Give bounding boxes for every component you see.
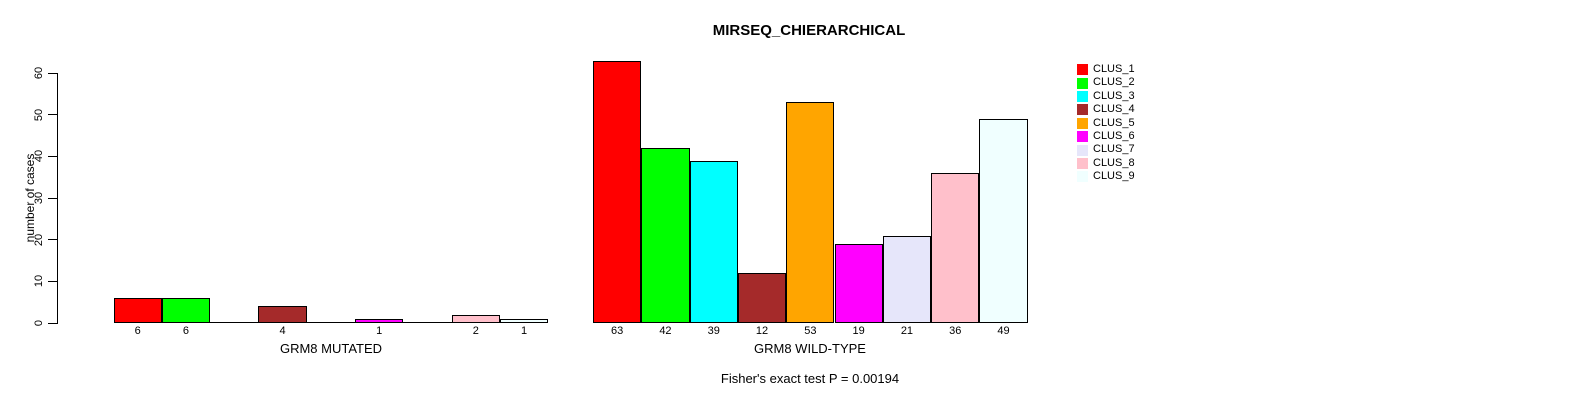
legend-swatch-clus_9 (1077, 171, 1088, 183)
legend-label: CLUS_4 (1093, 103, 1135, 116)
y-axis-tick-label: 40 (33, 150, 45, 163)
legend-item: CLUS_3 (1077, 90, 1135, 103)
bar-value-label: 21 (900, 324, 914, 337)
legend: CLUS_1 CLUS_2 CLUS_3 CLUS_4 CLUS_5 CLUS_6 CLUS… (1077, 63, 1135, 184)
bar-clus_2 (641, 148, 690, 323)
bar-clus_5 (786, 102, 835, 323)
bar-clus_6 (834, 243, 883, 323)
legend-item: CLUS_8 (1077, 157, 1135, 170)
legend-swatch-clus_1 (1077, 64, 1088, 76)
bar-zero-height-clus_5 (306, 322, 355, 323)
group-label-grm8-mutated: GRM8 MUTATED (279, 341, 383, 356)
bar-value-label: 42 (659, 324, 672, 337)
bar-clus_4 (258, 306, 307, 323)
legend-item: CLUS_2 (1077, 76, 1135, 89)
y-axis-tick (48, 197, 57, 199)
bar-value-label: 53 (804, 324, 817, 337)
bar-value-label: 12 (755, 324, 769, 337)
fisher-test-annotation: Fisher's exact test P = 0.00194 (720, 371, 900, 386)
legend-item: CLUS_4 (1077, 103, 1135, 116)
legend-label: CLUS_5 (1093, 116, 1135, 129)
y-axis-tick (48, 239, 57, 241)
legend-label: CLUS_7 (1093, 143, 1135, 156)
bar-value-label: 19 (852, 324, 865, 337)
y-axis-tick (48, 114, 57, 116)
legend-label: CLUS_9 (1093, 170, 1135, 183)
bar-zero-height-clus_3 (210, 322, 259, 323)
y-axis-line (57, 73, 58, 324)
bar-clus_9 (499, 318, 549, 323)
legend-swatch-clus_4 (1077, 104, 1088, 116)
bar-clus_6 (355, 318, 404, 323)
chart-title: MIRSEQ_CHIERARCHICAL (712, 22, 906, 39)
y-axis-tick (48, 322, 57, 324)
bar-clus_7 (882, 235, 932, 323)
legend-label: CLUS_2 (1093, 76, 1135, 89)
bar-clus_8 (451, 314, 500, 323)
legend-item: CLUS_6 (1077, 130, 1135, 143)
bar-value-label: 4 (279, 324, 286, 337)
y-axis-tick-label: 20 (33, 233, 45, 246)
bar-value-label: 6 (182, 324, 189, 337)
bar-clus_8 (931, 173, 980, 323)
legend-swatch-clus_7 (1077, 144, 1088, 156)
bar-clus_1 (113, 298, 162, 323)
bar-clus_9 (979, 118, 1028, 323)
y-axis-tick (48, 155, 57, 157)
group-label-grm8-wild-type: GRM8 WILD-TYPE (754, 341, 866, 356)
bar-value-label: 2 (472, 324, 479, 337)
bar-value-label: 1 (376, 324, 383, 337)
y-axis-tick (48, 72, 57, 74)
bar-value-label: 6 (134, 324, 141, 337)
bar-clus_1 (593, 60, 642, 323)
legend-label: CLUS_1 (1093, 63, 1135, 75)
legend-label: CLUS_6 (1093, 129, 1135, 142)
legend-label: CLUS_8 (1093, 156, 1135, 169)
legend-label: CLUS_3 (1093, 89, 1135, 102)
y-axis-tick-label: 50 (33, 108, 45, 121)
y-axis-tick-label: 10 (33, 275, 45, 288)
y-axis-tick-label: 60 (33, 66, 45, 80)
bar-value-label: 1 (520, 324, 528, 337)
legend-item: CLUS_7 (1077, 143, 1135, 156)
bar-value-label: 39 (707, 324, 720, 337)
legend-item: CLUS_5 (1077, 117, 1135, 130)
y-axis-tick-label: 30 (33, 191, 45, 205)
legend-item: CLUS_9 (1077, 170, 1135, 183)
legend-swatch-clus_3 (1077, 90, 1088, 102)
bar-value-label: 36 (949, 324, 962, 337)
legend-item: CLUS_1 (1077, 63, 1135, 76)
legend-swatch-clus_8 (1077, 157, 1088, 169)
bar-clus_2 (161, 298, 211, 323)
legend-swatch-clus_6 (1077, 131, 1088, 143)
bar-clus_3 (689, 160, 738, 323)
y-axis-tick-label: 0 (33, 319, 45, 327)
bar-value-label: 63 (611, 324, 624, 337)
bar-clus_4 (737, 273, 787, 323)
legend-swatch-clus_2 (1077, 77, 1088, 89)
bar-zero-height-clus_7 (403, 322, 452, 323)
legend-swatch-clus_5 (1077, 117, 1088, 129)
bar-value-label: 49 (997, 324, 1010, 337)
y-axis-tick (48, 280, 57, 282)
